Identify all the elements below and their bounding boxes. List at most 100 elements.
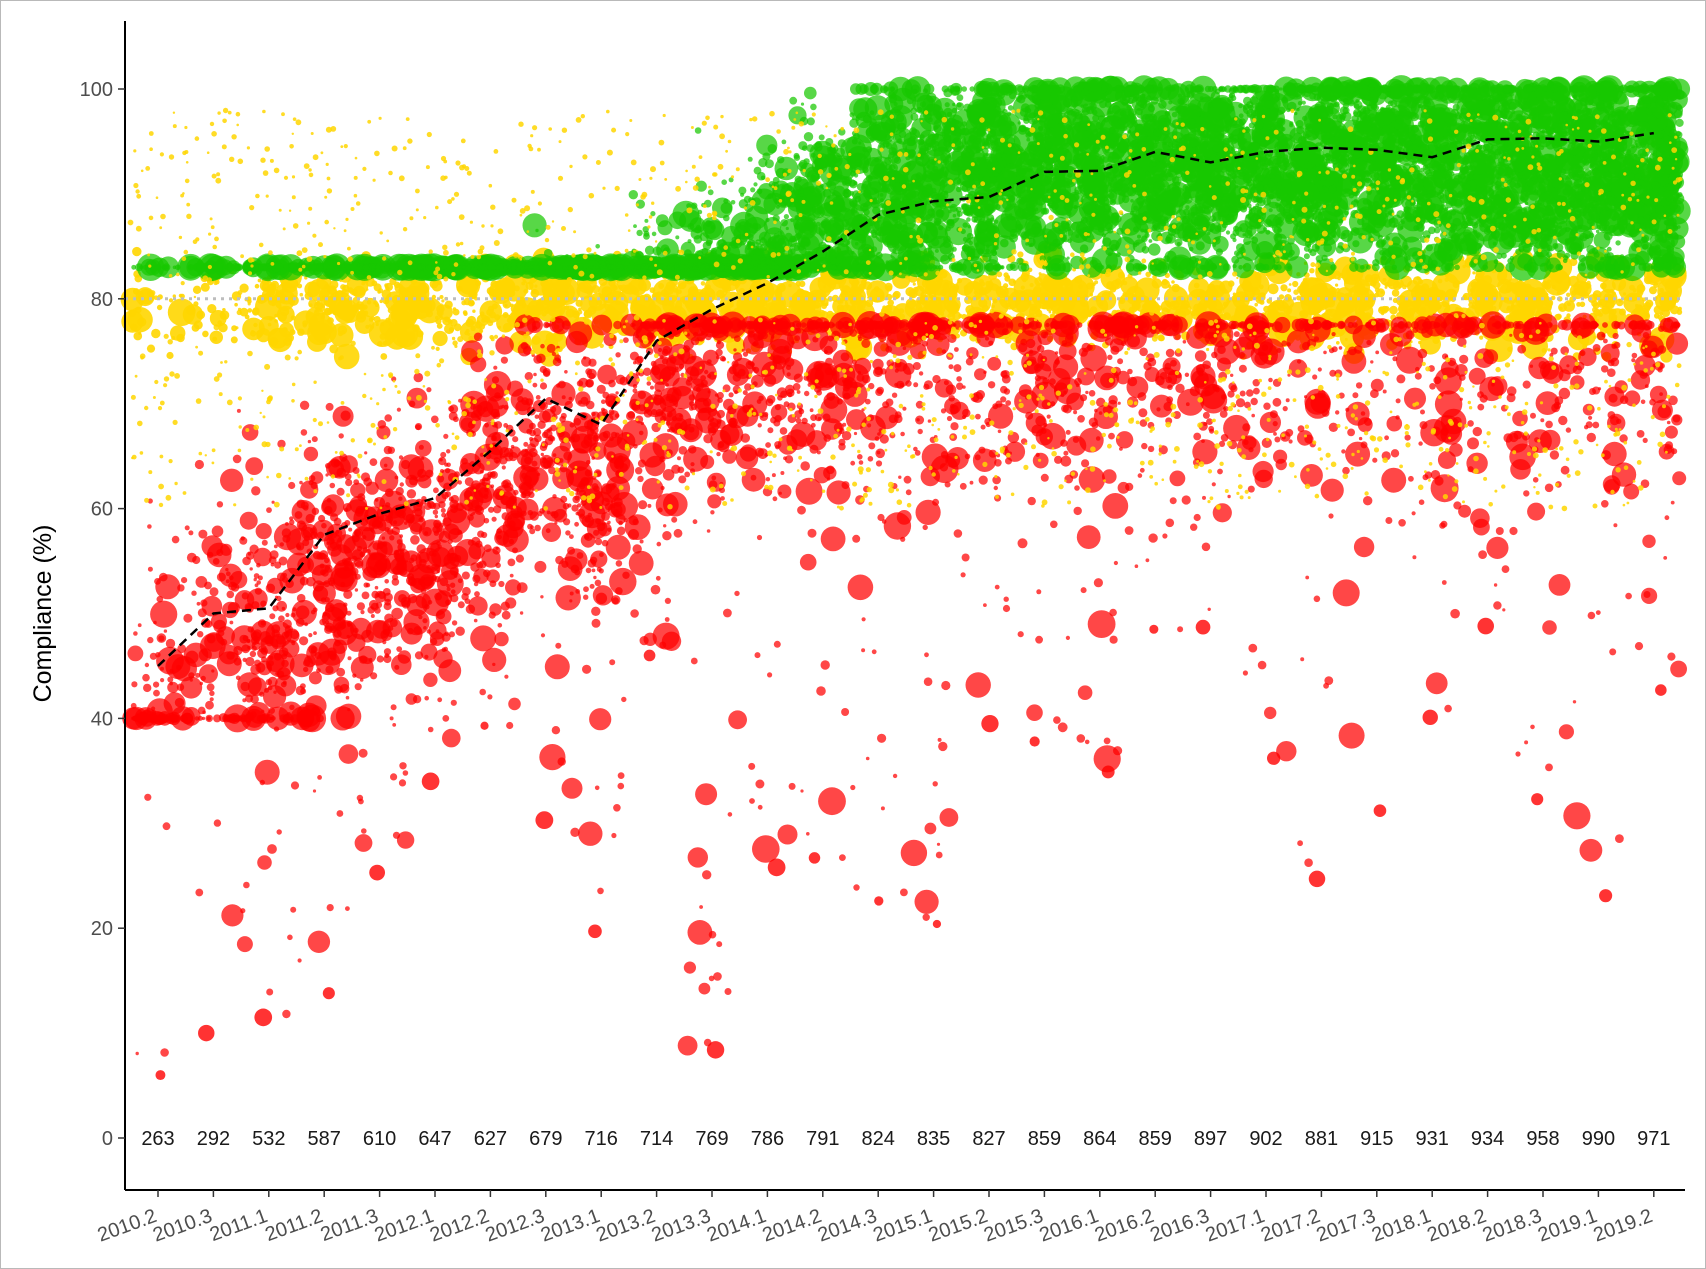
- data-point: [965, 672, 991, 698]
- data-point: [1081, 459, 1090, 468]
- data-point: [543, 300, 548, 305]
- data-point: [749, 798, 755, 804]
- data-point: [1592, 386, 1601, 395]
- data-point: [282, 1009, 291, 1019]
- data-point: [1558, 724, 1574, 740]
- data-point: [913, 382, 919, 388]
- data-point: [1578, 347, 1597, 367]
- data-point: [277, 312, 287, 322]
- data-point: [344, 520, 351, 526]
- data-point: [316, 714, 324, 723]
- data-point: [444, 300, 453, 309]
- data-point: [757, 804, 763, 810]
- data-point: [133, 631, 138, 636]
- data-point: [609, 659, 616, 666]
- data-point: [928, 317, 945, 333]
- data-point: [1273, 432, 1277, 436]
- data-point: [615, 391, 619, 395]
- data-point: [500, 601, 510, 611]
- data-point: [134, 274, 143, 283]
- data-point: [445, 491, 451, 498]
- data-point: [311, 328, 319, 337]
- data-point: [540, 595, 544, 599]
- data-point: [391, 578, 400, 586]
- data-point: [939, 808, 959, 827]
- data-point: [384, 579, 390, 584]
- data-point: [387, 446, 395, 454]
- data-point: [671, 516, 678, 523]
- data-point: [644, 321, 653, 329]
- data-point: [885, 285, 893, 292]
- data-point: [615, 459, 624, 468]
- data-point: [483, 517, 490, 524]
- data-point: [1239, 390, 1246, 397]
- data-point: [426, 629, 431, 634]
- data-point: [540, 633, 546, 638]
- data-point: [818, 787, 846, 816]
- data-point: [937, 737, 942, 742]
- data-point: [389, 716, 394, 721]
- data-point: [1209, 428, 1215, 434]
- data-point: [1347, 285, 1370, 307]
- data-point: [820, 526, 846, 552]
- data-point: [582, 664, 592, 674]
- data-point: [319, 563, 325, 569]
- data-point: [457, 601, 465, 609]
- data-point: [980, 424, 986, 430]
- data-point: [568, 396, 573, 401]
- data-point: [854, 320, 868, 335]
- data-point: [930, 455, 959, 484]
- data-point: [1269, 322, 1274, 328]
- data-point: [394, 475, 399, 480]
- data-point: [436, 323, 443, 329]
- data-point: [177, 584, 185, 592]
- data-point: [1493, 583, 1498, 587]
- data-point: [297, 328, 305, 336]
- data-point: [1146, 300, 1157, 311]
- data-point: [519, 611, 524, 615]
- data-point: [186, 552, 197, 563]
- data-point: [276, 595, 282, 602]
- data-point: [1131, 303, 1138, 309]
- data-point: [1440, 321, 1448, 329]
- data-point: [209, 697, 214, 702]
- data-point: [588, 372, 596, 380]
- data-point: [1512, 321, 1521, 329]
- data-point: [270, 562, 275, 567]
- data-point: [296, 593, 306, 603]
- data-point: [532, 382, 538, 388]
- data-point: [1113, 560, 1118, 566]
- data-point: [336, 667, 346, 677]
- data-point: [144, 793, 152, 801]
- data-point: [1117, 401, 1121, 405]
- data-point: [321, 522, 327, 529]
- data-point: [775, 444, 780, 450]
- data-point: [287, 934, 293, 941]
- data-point: [583, 594, 589, 600]
- data-point: [1509, 526, 1518, 536]
- data-point: [959, 482, 967, 490]
- data-point: [427, 726, 434, 733]
- data-point: [534, 560, 547, 573]
- data-point: [288, 481, 296, 490]
- data-point: [193, 320, 203, 330]
- data-point: [635, 467, 643, 475]
- data-point: [1167, 323, 1171, 327]
- data-point: [969, 480, 974, 485]
- data-point: [394, 302, 399, 307]
- data-point: [423, 672, 438, 687]
- data-point: [516, 582, 528, 593]
- data-point: [285, 612, 290, 618]
- data-point: [300, 688, 307, 695]
- data-point: [409, 314, 416, 321]
- data-point: [249, 544, 259, 554]
- data-point: [562, 502, 570, 510]
- data-point: [1338, 321, 1345, 329]
- data-point: [515, 554, 525, 563]
- data-point: [300, 429, 308, 436]
- data-point: [1487, 376, 1508, 396]
- data-point: [472, 309, 476, 313]
- data-point: [397, 650, 412, 664]
- data-point: [1145, 558, 1150, 563]
- data-point: [569, 591, 574, 596]
